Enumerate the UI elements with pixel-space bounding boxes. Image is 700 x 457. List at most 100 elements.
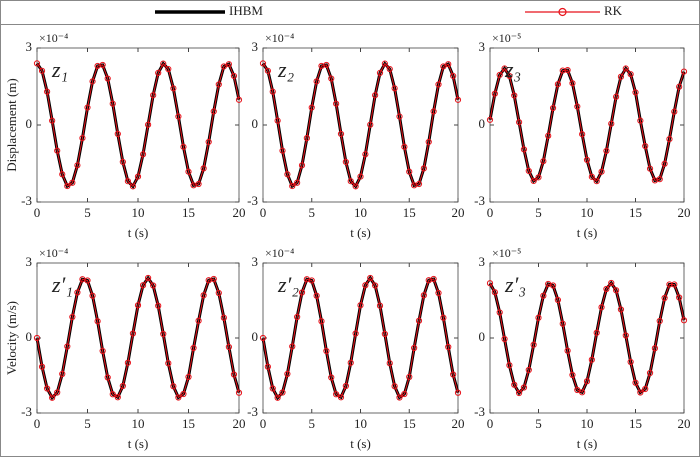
series-marker [440,63,447,70]
series-marker [357,173,364,180]
series-marker [150,92,157,99]
series-line [36,62,240,188]
series-marker [74,162,81,169]
series-marker [69,313,76,321]
series-marker [200,165,207,172]
series-marker [318,318,325,325]
y-tick-label: 0 [252,116,259,131]
series-marker [656,176,663,183]
series-marker [440,314,447,321]
series-marker [386,65,393,73]
legend-label: RK [604,3,623,18]
series-marker [298,289,306,296]
series-marker [294,179,301,186]
series-marker [579,131,586,138]
series-marker [496,71,503,79]
series-marker [298,162,306,169]
series-marker [170,85,177,92]
series-marker [545,132,552,139]
series-marker [200,292,207,299]
x-tick-label: 15 [629,416,642,431]
series-marker [323,61,330,69]
series-marker [279,389,286,396]
series-marker [593,329,600,336]
series-marker [530,341,537,348]
series-marker [54,147,61,154]
x-axis-label: t (s) [577,225,598,240]
series-marker [646,369,654,377]
x-tick-label: 15 [403,205,416,220]
series-marker [155,69,162,76]
series-marker [64,343,71,350]
series-marker [165,360,172,367]
series-marker [134,173,142,180]
x-axis-label: t (s) [577,436,598,451]
series-marker [450,72,457,80]
series-marker [569,371,576,379]
series-marker [347,359,354,366]
series-marker [579,389,586,396]
series-marker [337,130,345,138]
series-marker [386,360,393,367]
x-tick-label: 15 [182,416,195,431]
y-tick-label: 3 [252,39,259,54]
series-marker [617,73,625,80]
series-marker [506,72,513,80]
series-marker [454,389,462,396]
series-marker [129,183,137,190]
series-marker [94,318,101,325]
series-marker [160,330,167,338]
series-marker [235,96,243,103]
series-marker [401,390,408,398]
y-tick-label: -3 [474,193,485,208]
series-marker [651,345,659,352]
series-marker [530,177,537,185]
axis-exponent: ×10⁻⁵ [492,31,521,45]
subplot: 0 5 10 15 20-303×10⁻⁴t (s)z₂ [247,31,464,240]
series-marker [195,317,202,324]
series-marker [396,113,403,120]
series-marker [342,158,349,166]
series-marker [284,171,291,178]
series-marker [496,309,503,316]
series-marker [588,173,595,180]
series-marker [420,292,427,299]
axis-exponent: ×10⁻⁴ [265,246,294,260]
x-tick-label: 5 [84,416,91,431]
y-axis-label: Velocity (m/s) [4,301,19,375]
x-tick-label: 0 [260,205,267,220]
series-marker [155,302,162,309]
series-marker [516,389,523,397]
series-marker [661,160,668,167]
series-marker [613,93,620,100]
series-marker [430,108,437,115]
series-marker [430,275,437,283]
series-marker [598,168,605,175]
y-tick-label: -3 [21,193,32,208]
x-tick-label: 15 [403,416,416,431]
x-tick-label: 10 [132,205,145,220]
series-marker [603,147,610,155]
subplot-label: z₃ [504,57,521,82]
series-marker [680,317,688,324]
series-marker [420,165,427,172]
series-marker [574,103,581,110]
x-axis-label: t (s) [350,225,371,240]
series-marker [99,61,106,69]
series-marker [225,343,232,351]
y-tick-label: 3 [26,39,33,54]
series-marker [180,390,187,398]
series-marker [38,67,46,74]
x-tick-label: 5 [535,416,542,431]
x-axis-label: t (s) [128,225,149,240]
series-marker [564,347,571,354]
series-marker [109,100,116,107]
series-marker [333,391,340,398]
series-marker [215,289,222,297]
series-marker [274,394,281,401]
series-marker [540,158,547,165]
x-tick-label: 0 [34,205,41,220]
series-marker [215,81,222,88]
series-marker [175,113,182,120]
series-marker [264,67,271,74]
